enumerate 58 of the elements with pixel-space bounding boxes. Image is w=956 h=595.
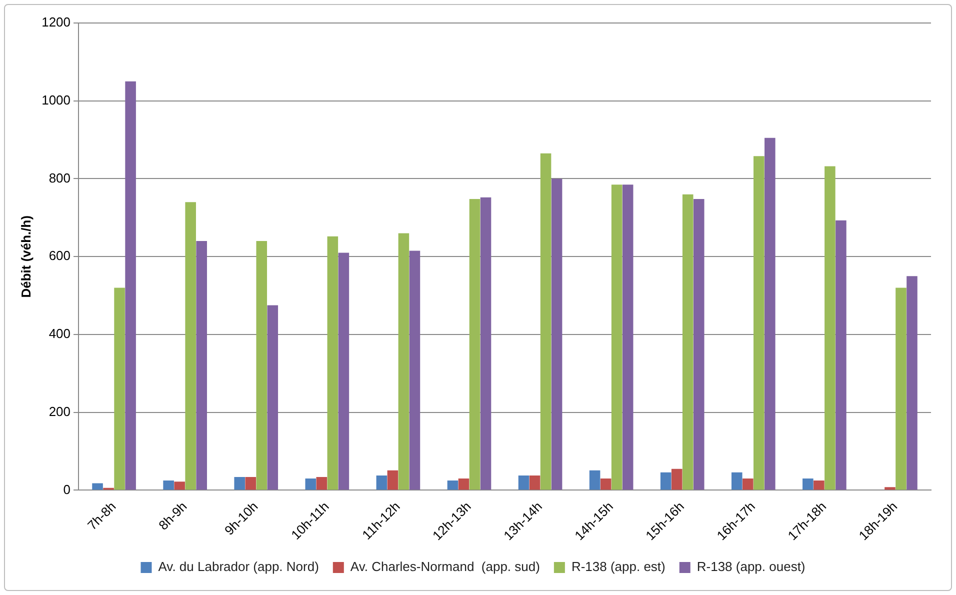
bar xyxy=(338,252,350,490)
bar xyxy=(327,236,338,490)
bar xyxy=(469,198,480,490)
bar xyxy=(551,178,562,490)
bar xyxy=(540,153,552,490)
y-tick-label: 200 xyxy=(48,404,71,419)
y-tick-label: 1200 xyxy=(42,14,71,30)
bar xyxy=(529,475,540,490)
bar xyxy=(245,476,256,490)
bar xyxy=(693,198,704,490)
legend-label: R-138 (app. est) xyxy=(571,559,666,574)
bar xyxy=(447,480,458,490)
bar xyxy=(518,475,530,490)
y-tick-label: 0 xyxy=(63,482,71,497)
y-tick-label: 600 xyxy=(48,248,71,264)
bar xyxy=(185,202,196,490)
bar xyxy=(387,470,398,490)
bar xyxy=(764,138,776,490)
y-tick-label: 400 xyxy=(48,326,71,342)
legend-label: Av. du Labrador (app. Nord) xyxy=(158,559,319,574)
bar xyxy=(660,472,672,490)
bar xyxy=(622,184,634,490)
bar xyxy=(114,288,125,490)
bar xyxy=(458,478,470,490)
bar xyxy=(906,276,918,490)
legend-label: Av. Charles-Normand (app. sud) xyxy=(350,559,540,574)
bar xyxy=(802,478,814,490)
bar xyxy=(824,166,836,490)
bar xyxy=(682,194,694,490)
bar xyxy=(754,156,764,490)
bar xyxy=(316,476,328,490)
bar xyxy=(163,480,174,490)
bar xyxy=(611,184,622,490)
bar xyxy=(267,305,278,490)
bar xyxy=(671,468,682,490)
legend-label: R-138 (app. ouest) xyxy=(696,559,806,574)
bar xyxy=(376,475,388,490)
bar xyxy=(125,81,136,490)
bar xyxy=(480,197,492,490)
bar xyxy=(814,480,824,490)
bar xyxy=(234,476,245,490)
bar xyxy=(589,470,600,490)
bar xyxy=(409,250,420,490)
bar xyxy=(600,478,612,490)
bar xyxy=(731,472,742,490)
bar xyxy=(742,478,754,490)
bar xyxy=(896,288,906,490)
y-tick-label: 1000 xyxy=(42,92,71,108)
bar xyxy=(398,233,410,490)
bar xyxy=(174,482,185,490)
bar xyxy=(196,241,207,490)
bar xyxy=(305,478,316,490)
bar xyxy=(884,487,896,490)
bar xyxy=(836,220,846,490)
y-axis-title: Débit (véh./h) xyxy=(18,215,34,298)
bar xyxy=(92,483,103,490)
y-tick-label: 800 xyxy=(48,170,71,186)
bar xyxy=(256,241,268,490)
